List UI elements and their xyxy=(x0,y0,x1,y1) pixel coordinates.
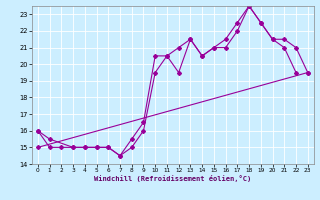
X-axis label: Windchill (Refroidissement éolien,°C): Windchill (Refroidissement éolien,°C) xyxy=(94,175,252,182)
